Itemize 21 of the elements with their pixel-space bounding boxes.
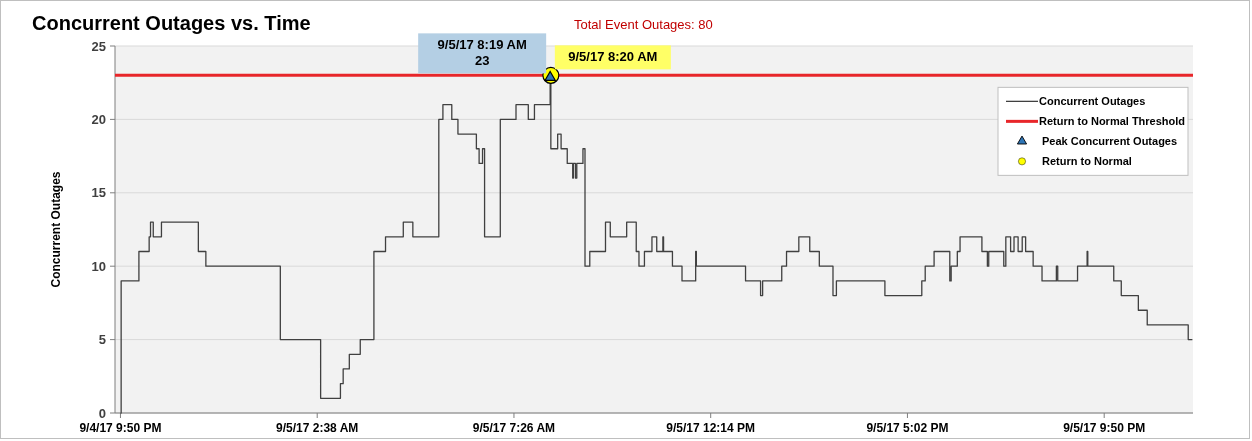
annotation: 9/5/17 8:19 AM 23 — [437, 37, 527, 69]
x-tick-label: 9/5/17 2:38 AM — [276, 421, 359, 435]
legend-label: Peak Concurrent Outages — [1042, 135, 1178, 148]
y-tick-label: 0 — [98, 405, 106, 421]
y-tick-label: 25 — [91, 38, 106, 54]
legend-label: Return to Normal — [1042, 155, 1132, 168]
annotation: 9/5/17 8:20 AM — [568, 49, 658, 65]
legend-label: Return to Normal Threshold — [1039, 115, 1186, 128]
chart-title: Concurrent Outages vs. Time — [32, 12, 311, 34]
x-tick-label: 9/4/17 9:50 PM — [79, 421, 162, 435]
x-tick-label: 9/5/17 7:26 AM — [472, 421, 556, 435]
legend-label: Concurrent Outages — [1039, 95, 1146, 108]
total-note: Total Event Outages: 80 — [574, 17, 713, 32]
y-tick-label: 5 — [98, 332, 106, 348]
y-tick-label: 15 — [91, 185, 106, 201]
x-tick-label: 9/5/17 5:02 PM — [866, 421, 949, 435]
y-tick-label: 20 — [91, 111, 106, 127]
x-tick-label: 9/5/17 9:50 PM — [1063, 421, 1146, 435]
y-tick-label: 10 — [91, 258, 106, 274]
x-tick-label: 9/5/17 12:14 PM — [666, 421, 756, 435]
y-axis-title: Concurrent Outages — [49, 171, 63, 288]
